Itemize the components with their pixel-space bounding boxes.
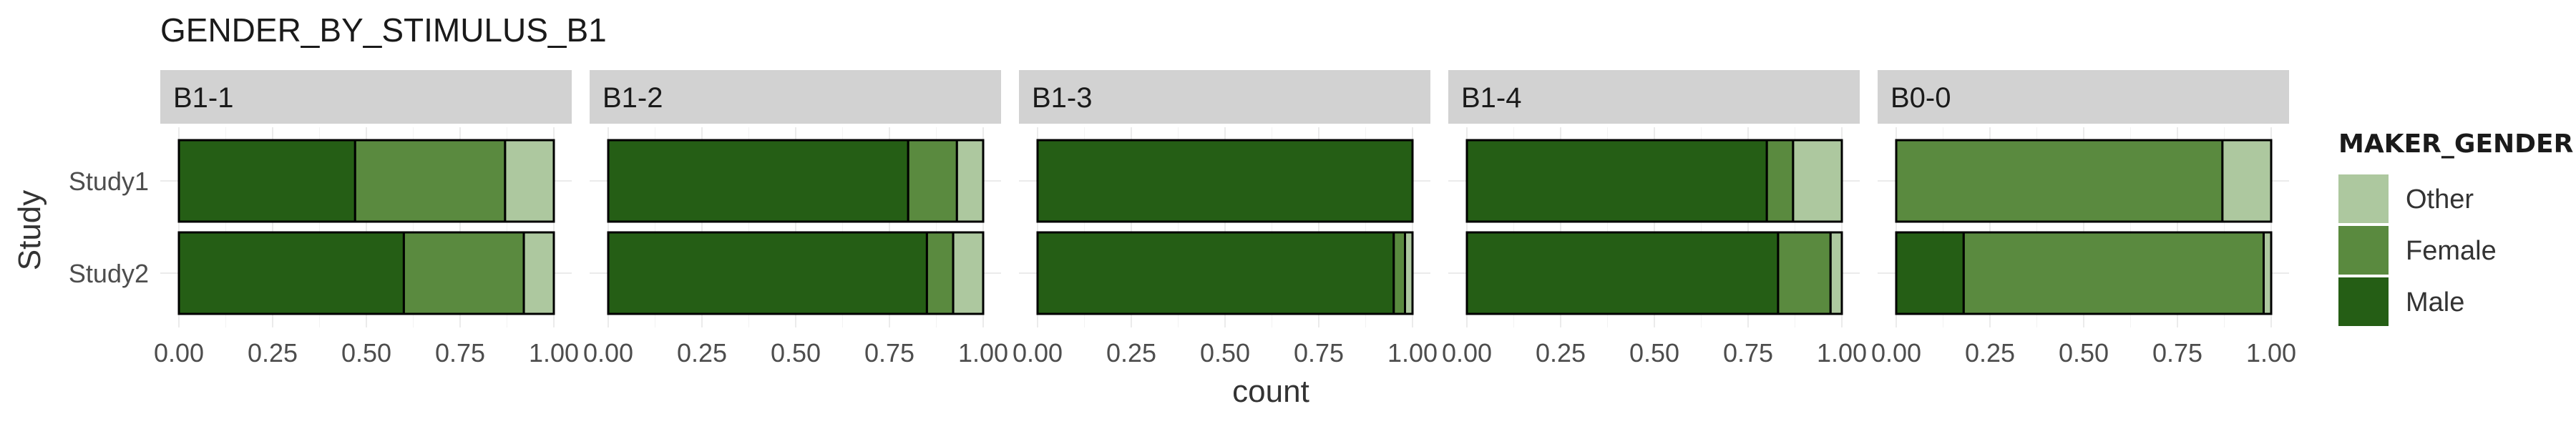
facet-strip-label: B1-2 [602,82,663,114]
y-axis-labels: Study1 Study2 [69,167,149,288]
facet-panel-B1-2: B1-2 0.00 0.25 0.50 0.75 1.00 [583,70,1008,368]
facet-strip-label: B1-3 [1032,82,1093,114]
x-tick-label: 1.00 [958,338,1008,368]
legend-key-female [2338,226,2389,275]
legend-label: Other [2406,184,2474,214]
x-tick-label: 1.00 [1817,338,1867,368]
legend-title: MAKER_GENDER [2338,129,2573,159]
bar-study1-male [1465,139,1768,223]
x-tick-label: 0.75 [1294,338,1344,368]
facet-strip [1448,70,1860,124]
x-tick-label: 0.25 [248,338,298,368]
bar-study2-male [607,231,928,315]
bar-study2-other [1829,231,1843,315]
x-axis-title: count [1232,374,1309,409]
bar-study1-male [607,139,909,223]
x-tick-label: 0.00 [1013,338,1063,368]
bar-study2-male [1036,231,1395,315]
x-tick-label: 1.00 [2246,338,2296,368]
bar-study2-male [177,231,405,315]
bar-study2-female [1962,231,2265,315]
bar-study1-female [1765,139,1795,223]
facet-strip [590,70,1001,124]
x-tick-label: 0.75 [2152,338,2202,368]
legend-label: Male [2406,287,2464,317]
bar-study1-other [1792,139,1843,223]
facet-panel-B1-3: B1-3 0.00 0.25 0.50 0.75 1.00 [1013,70,1438,368]
x-tick-label: 0.50 [341,338,391,368]
legend: MAKER_GENDER Other Female Male [2338,129,2573,326]
x-tick-label: 0.75 [435,338,485,368]
facet-strip-label: B1-1 [173,82,234,114]
x-tick-label: 0.50 [2059,338,2109,368]
facet-strip-label: B1-4 [1461,82,1522,114]
x-tick-label: 1.00 [1387,338,1438,368]
bar-study1-male [1036,139,1414,223]
bar-study1-male [177,139,356,223]
facet-strip [1019,70,1430,124]
x-tick-label: 0.75 [1723,338,1773,368]
bar-study2-other [522,231,555,315]
x-tick-label: 0.00 [154,338,204,368]
x-tick-label: 1.00 [529,338,579,368]
x-tick-label: 0.00 [1442,338,1492,368]
facet-panel-B1-1: B1-1 0.00 0.25 0.50 0.75 1.00 [154,70,579,368]
x-tick-label: 0.50 [1629,338,1679,368]
chart-title: GENDER_BY_STIMULUS_B1 [160,11,607,49]
x-tick-label: 0.25 [1965,338,2015,368]
bar-study2-other [952,231,985,315]
y-tick-label: Study2 [69,259,149,288]
y-tick-label: Study1 [69,167,149,196]
bar-study1-female [907,139,958,223]
bar-study1-other [955,139,985,223]
x-tick-label: 0.25 [1106,338,1156,368]
facet-panel-B1-4: B1-4 0.00 0.25 0.50 0.75 1.00 [1442,70,1867,368]
facet-strip [1878,70,2289,124]
bar-study2-other [2263,231,2273,315]
facet-strip [160,70,572,124]
bar-study2-female [925,231,955,315]
legend-key-male [2338,277,2389,326]
bar-study1-female [1895,139,2224,223]
bar-study2-female [1392,231,1407,315]
x-tick-label: 0.50 [1200,338,1250,368]
bar-study2-female [402,231,525,315]
facet-strip-label: B0-0 [1890,82,1951,114]
facet-panels: B1-1 0.00 0.25 0.50 0.75 1.00 B1-2 0.00 0.25 0.50… [154,70,2296,368]
legend-key-other [2338,174,2389,223]
y-axis-title: Study [12,190,47,271]
bar-study1-other [504,139,555,223]
bar-study2-male [1465,231,1780,315]
bar-study2-female [1777,231,1832,315]
x-tick-label: 0.00 [583,338,633,368]
bar-study1-female [353,139,507,223]
x-tick-label: 0.25 [677,338,727,368]
bar-study2-other [1404,231,1414,315]
legend-label: Female [2406,236,2497,266]
x-tick-label: 0.50 [771,338,821,368]
bar-study1-other [2221,139,2273,223]
x-tick-label: 0.25 [1536,338,1586,368]
x-tick-label: 0.75 [864,338,914,368]
x-tick-label: 0.00 [1871,338,1921,368]
bar-study2-male [1895,231,1965,315]
facet-panel-B0-0: B0-0 0.00 0.25 0.50 0.75 1.00 [1871,70,2296,368]
